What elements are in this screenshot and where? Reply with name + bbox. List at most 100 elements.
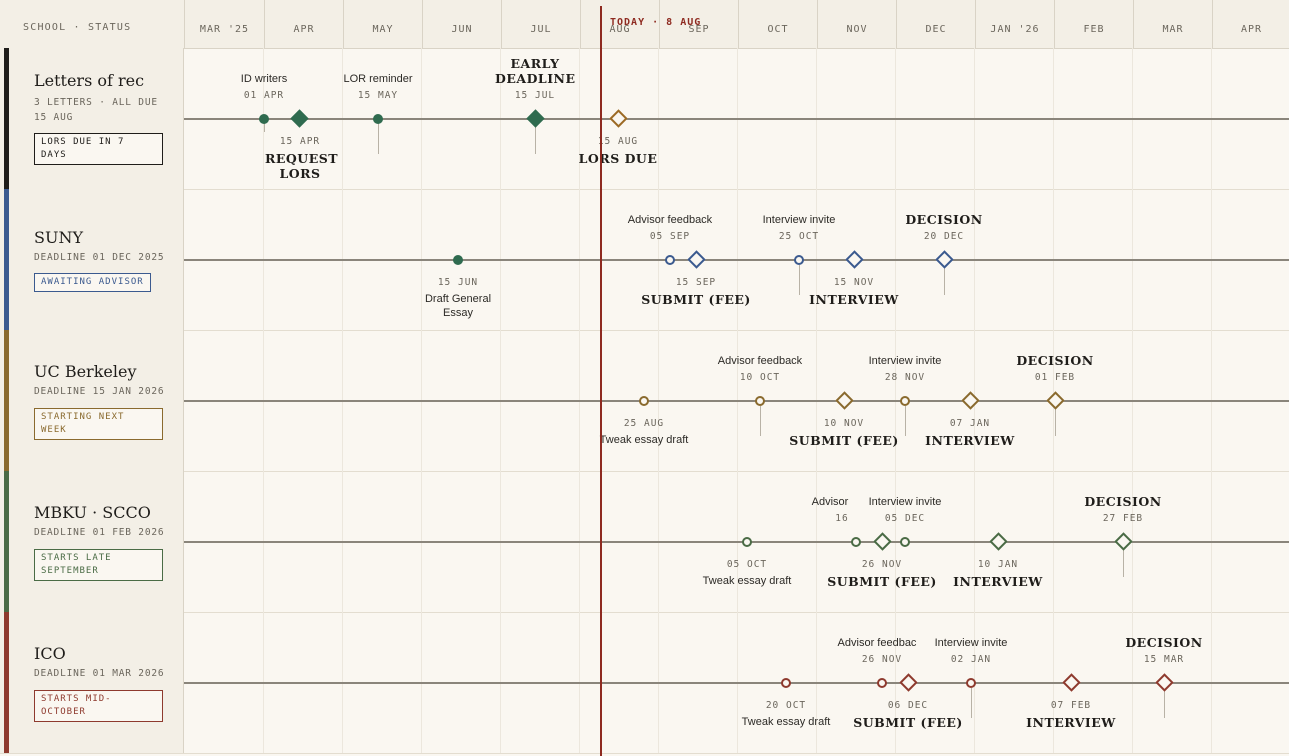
event-date: 15 MAY — [357, 90, 399, 101]
row-title: MBKU · SCCO — [34, 503, 151, 522]
event-label: Tweak essay draft — [599, 434, 689, 446]
event-title: INTERVIEW — [809, 292, 899, 307]
milestone-diamond[interactable] — [899, 673, 918, 692]
milestone-dot[interactable] — [373, 114, 383, 124]
event-date: 25 OCT — [778, 231, 820, 242]
row-track: ID writers 01 APR 15 APR REQUEST LORS LO… — [184, 48, 1289, 189]
month-label: APR — [1212, 0, 1289, 48]
milestone-diamond[interactable] — [989, 532, 1008, 551]
track-axis — [184, 682, 1289, 684]
month-label: MAR '25 — [199, 24, 250, 35]
milestone-stem — [905, 406, 906, 436]
milestone-dot[interactable] — [665, 255, 675, 265]
month-label: JAN '26 — [975, 0, 1054, 48]
status-badge: STARTS MID-OCTOBER — [34, 690, 163, 722]
milestone-stem — [378, 122, 379, 154]
milestone-dot[interactable] — [794, 255, 804, 265]
month-label: JUN — [422, 0, 501, 48]
status-badge: STARTS LATE SEPTEMBER — [34, 549, 163, 581]
row-title: SUNY — [34, 228, 84, 247]
milestone-dot[interactable] — [900, 396, 910, 406]
event-date: 06 DEC — [887, 700, 929, 711]
event-title: DECISION — [905, 212, 983, 227]
month-label: SEP — [659, 0, 738, 48]
event-label: Draft General Essay — [424, 293, 492, 319]
today-label: TODAY · 8 AUG — [610, 17, 702, 28]
milestone-diamond[interactable] — [845, 250, 864, 269]
month-label: MAR — [1133, 0, 1212, 48]
event-date: 15 APR — [279, 136, 321, 147]
milestone-dot[interactable] — [877, 678, 887, 688]
milestone-diamond[interactable] — [526, 109, 545, 128]
row-subtitle: DEADLINE 01 MAR 2026 — [34, 668, 165, 679]
track-axis — [184, 259, 1289, 261]
month-label: DEC — [896, 0, 975, 48]
status-badge: LORS DUE IN 7 DAYS — [34, 133, 163, 165]
event-date: 15 JUL — [514, 90, 556, 101]
event-date: 15 AUG — [597, 136, 639, 147]
milestone-dot[interactable] — [742, 537, 752, 547]
milestone-dot[interactable] — [851, 537, 861, 547]
milestone-dot[interactable] — [639, 396, 649, 406]
row-subtitle: 3 LETTERS · ALL DUE 15 AUG — [34, 97, 158, 123]
track-axis — [184, 541, 1289, 543]
milestone-diamond[interactable] — [961, 391, 980, 410]
milestone-diamond[interactable] — [1046, 391, 1065, 410]
milestone-dot[interactable] — [966, 678, 976, 688]
event-label: Interview invite — [762, 214, 836, 226]
event-date: 15 SEP — [675, 277, 717, 288]
milestone-dot[interactable] — [453, 255, 463, 265]
milestone-dot[interactable] — [755, 396, 765, 406]
milestone-diamond[interactable] — [835, 391, 854, 410]
milestone-diamond[interactable] — [1155, 673, 1174, 692]
event-title: SUBMIT (FEE) — [853, 715, 963, 730]
event-label: Tweak essay draft — [741, 716, 831, 728]
school-row-mbku-scco[interactable]: MBKU · SCCO DEADLINE 01 FEB 2026 STARTS … — [0, 471, 1289, 613]
row-color-bar — [4, 48, 9, 189]
milestone-stem — [535, 124, 536, 154]
milestone-dot[interactable] — [900, 537, 910, 547]
event-date: 15 NOV — [833, 277, 875, 288]
event-title: EARLY DEADLINE — [495, 56, 576, 86]
milestone-diamond[interactable] — [873, 532, 892, 551]
row-info-panel: SUNY DEADLINE 01 DEC 2025 AWAITING ADVIS… — [0, 189, 184, 330]
milestone-dot[interactable] — [259, 114, 269, 124]
row-color-bar — [4, 189, 9, 330]
event-date: 26 NOV — [861, 559, 903, 570]
event-title: LORS DUE — [578, 151, 658, 166]
row-title: Letters of rec — [34, 71, 145, 90]
school-row-ico[interactable]: ICO DEADLINE 01 MAR 2026 STARTS MID-OCTO… — [0, 612, 1289, 754]
track-axis — [184, 118, 1289, 120]
row-track: 15 JUN Draft General Essay Advisor feedb… — [184, 189, 1289, 330]
milestone-diamond[interactable] — [687, 250, 706, 269]
row-info-panel: ICO DEADLINE 01 MAR 2026 STARTS MID-OCTO… — [0, 612, 184, 753]
milestone-diamond[interactable] — [935, 250, 954, 269]
event-date: 01 FEB — [1034, 372, 1076, 383]
month-label: APR — [264, 0, 343, 48]
milestone-diamond[interactable] — [290, 109, 309, 128]
event-date: 02 JAN — [950, 654, 992, 665]
milestone-diamond[interactable] — [1114, 532, 1133, 551]
row-subtitle: DEADLINE 15 JAN 2026 — [34, 386, 165, 397]
milestone-stem — [971, 688, 972, 718]
milestone-dot[interactable] — [781, 678, 791, 688]
school-row-uc-berkeley[interactable]: UC Berkeley DEADLINE 15 JAN 2026 STARTIN… — [0, 330, 1289, 472]
row-title: ICO — [34, 644, 66, 663]
event-date: 15 JUN — [437, 277, 479, 288]
event-date: 05 DEC — [884, 513, 926, 524]
row-title: UC Berkeley — [34, 362, 137, 381]
event-label: LOR reminder — [343, 73, 413, 85]
school-row-letters-of-rec[interactable]: Letters of rec 3 LETTERS · ALL DUE 15 AU… — [0, 48, 1289, 190]
event-date: 26 NOV — [861, 654, 903, 665]
row-track: 20 OCT Tweak essay draft Advisor feedbac… — [184, 612, 1289, 753]
event-label: Interview invite — [934, 637, 1008, 649]
event-title: SUBMIT (FEE) — [641, 292, 751, 307]
event-date: 20 OCT — [765, 700, 807, 711]
milestone-diamond[interactable] — [1062, 673, 1081, 692]
school-row-suny[interactable]: SUNY DEADLINE 01 DEC 2025 AWAITING ADVIS… — [0, 189, 1289, 331]
row-color-bar — [4, 330, 9, 471]
milestone-diamond[interactable] — [609, 109, 628, 128]
event-date: 15 MAR — [1143, 654, 1185, 665]
event-date: 01 APR — [243, 90, 285, 101]
milestone-stem — [1164, 690, 1165, 718]
